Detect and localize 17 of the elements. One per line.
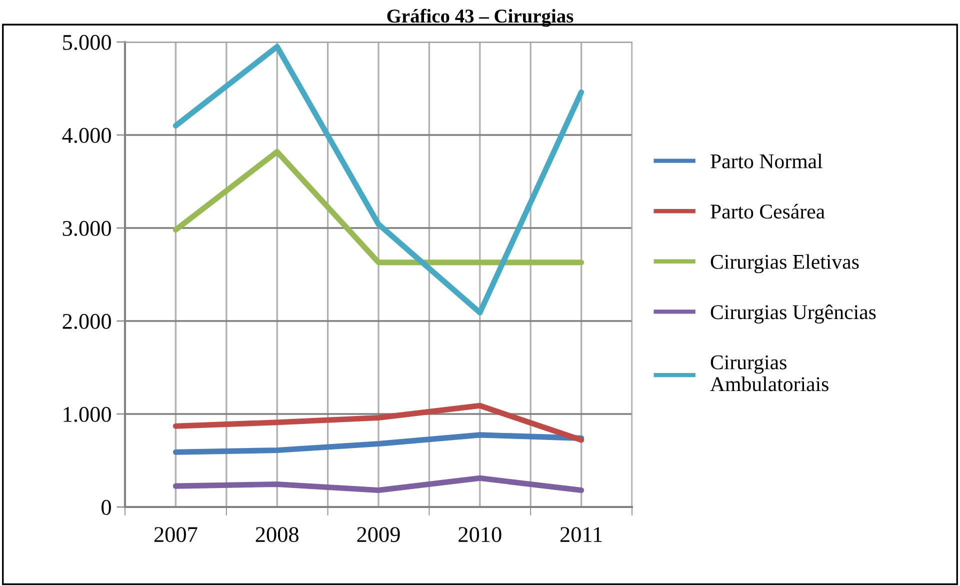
y-tick-label: 5.000 [63,34,111,50]
x-tick-label: 2007 [154,527,198,542]
x-tick-label: 2009 [357,527,400,542]
legend-label: Parto Cesárea [710,204,825,219]
legend-label: Cirurgias Ambulatoriais [710,355,828,392]
legend-label: Parto Normal [710,154,822,168]
y-tick-label: 2.000 [62,314,111,330]
y-tick-label: 0 [102,500,111,515]
y-tick-label: 4.000 [62,128,111,144]
y-tick-label: 3.000 [62,220,111,236]
legend-label: Cirurgias Eletivas [710,254,859,274]
chart-title: Gráfico 43 – Cirurgias [387,8,574,27]
x-tick-label: 2011 [560,527,602,542]
x-tick-label: 2008 [256,527,298,542]
legend-label: Cirurgias Urgências [710,304,876,324]
x-tick-label: 2010 [458,527,502,542]
y-tick-label: 1.000 [64,406,111,422]
